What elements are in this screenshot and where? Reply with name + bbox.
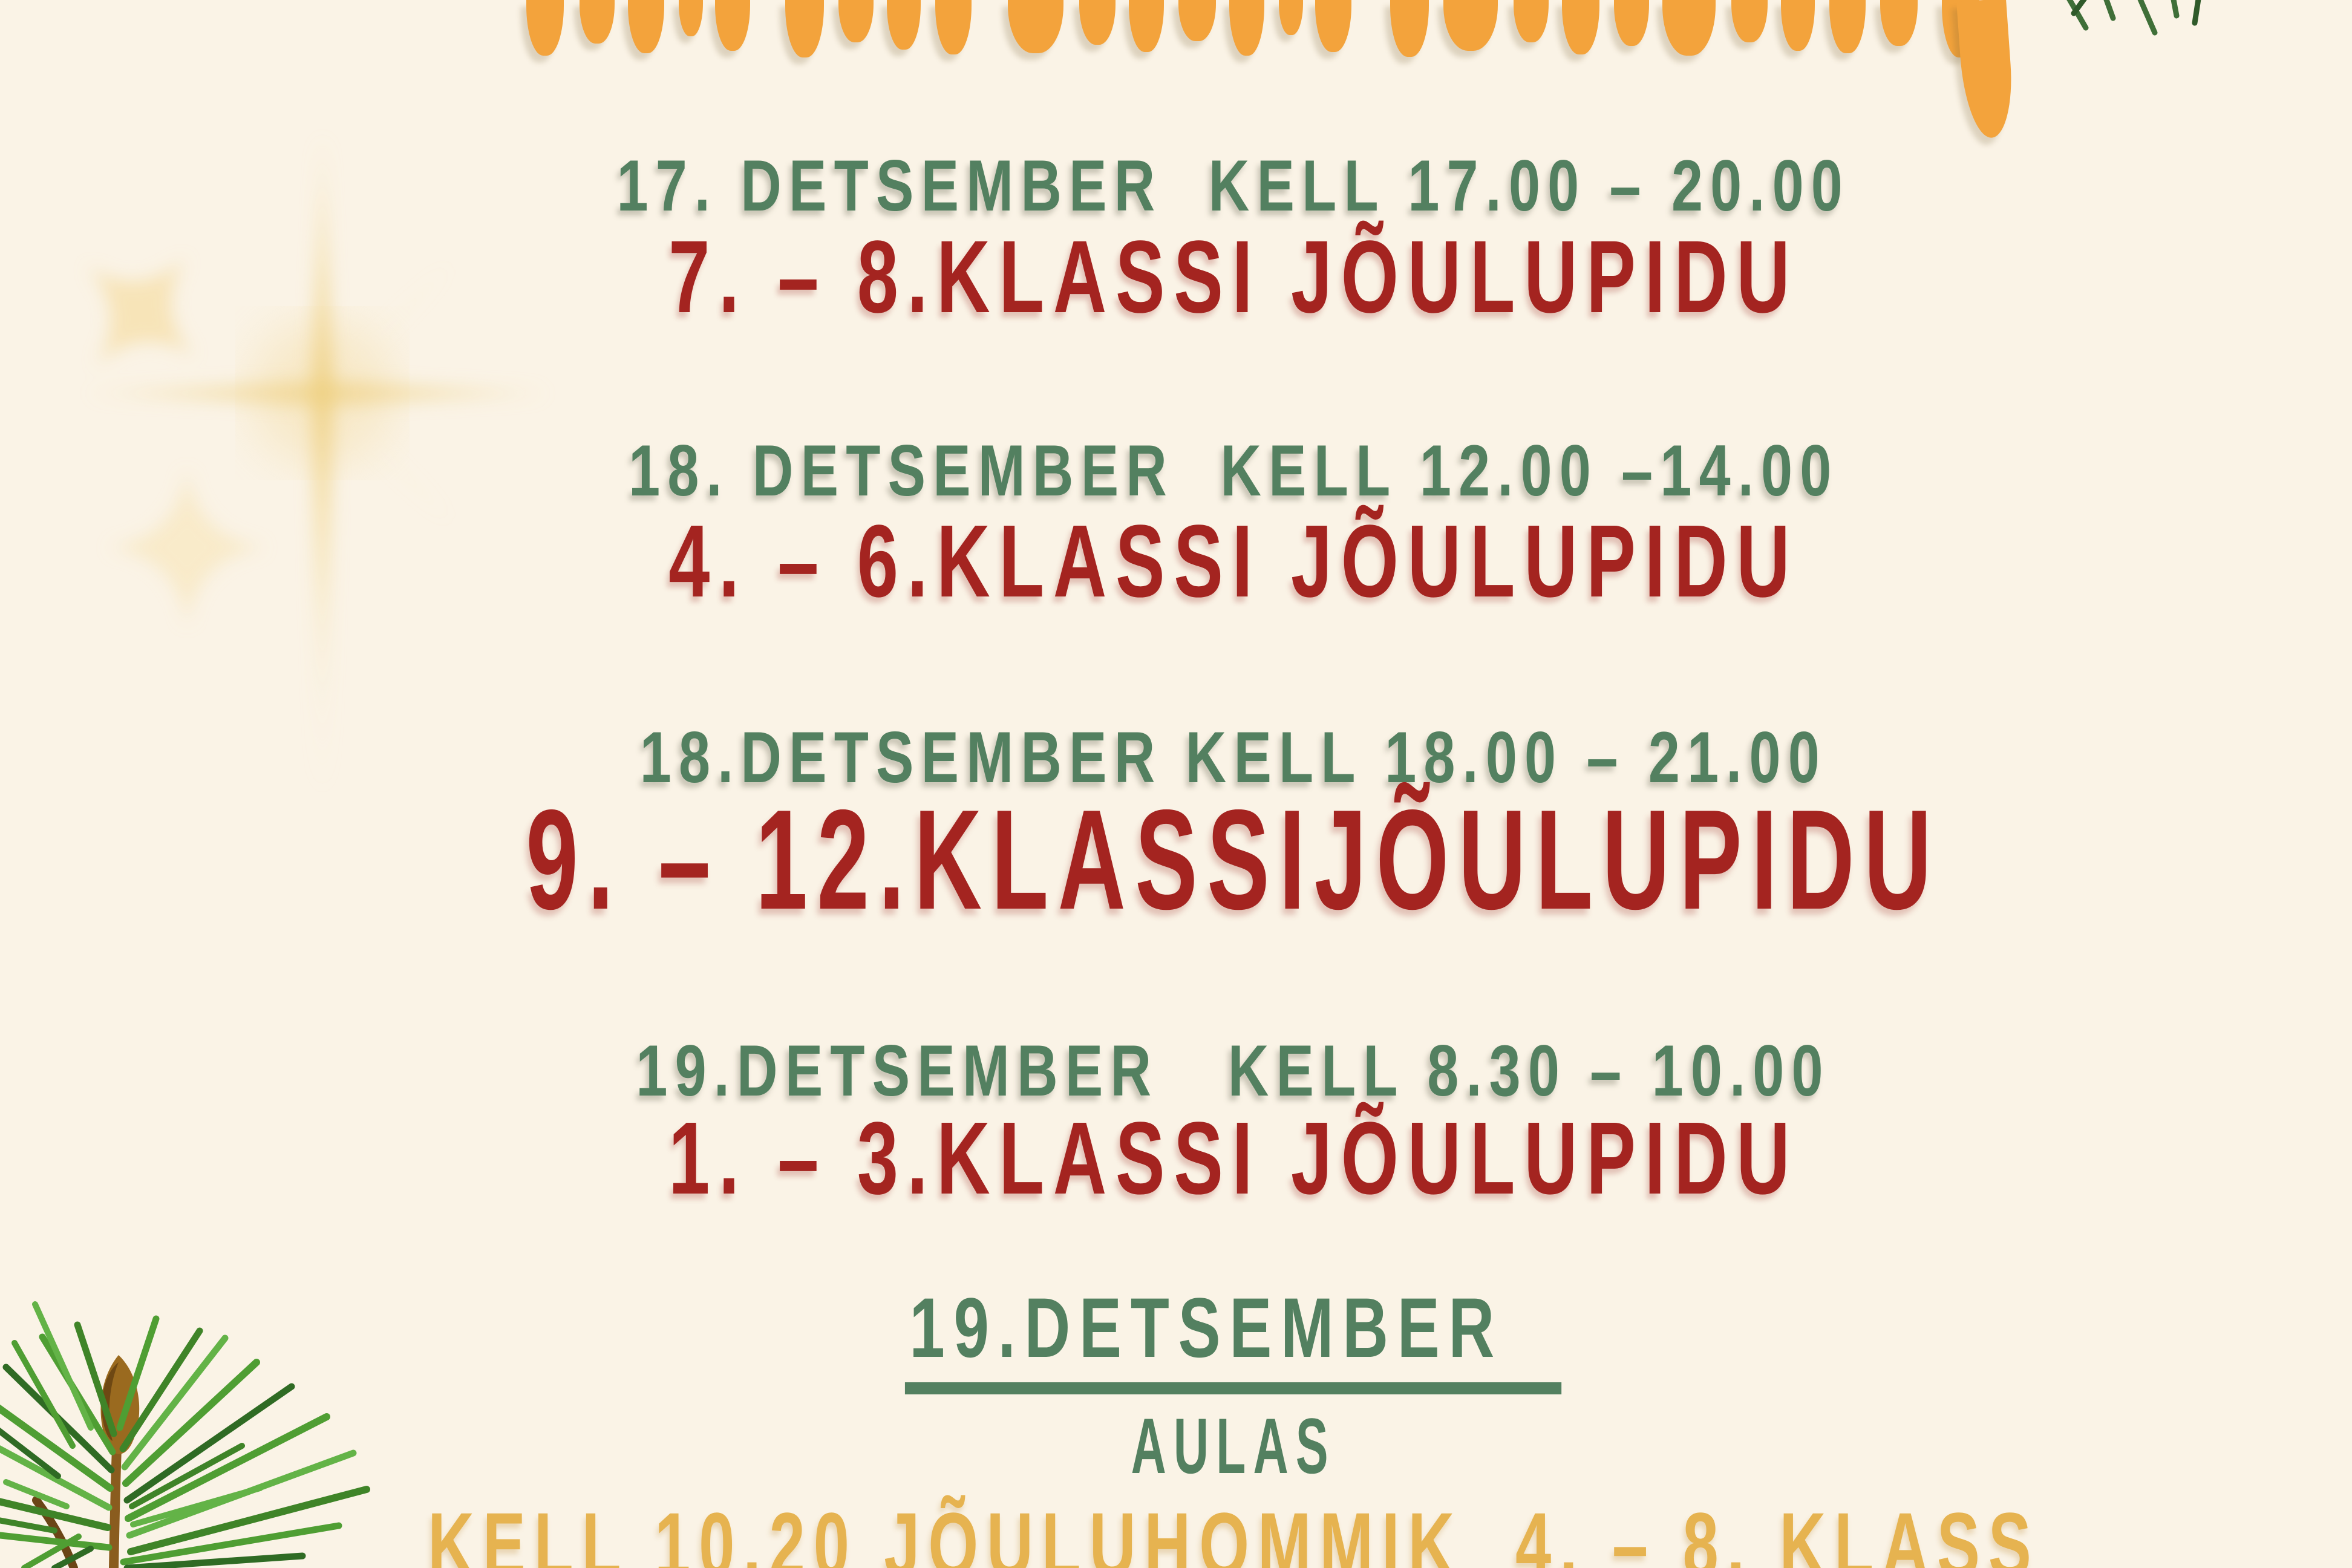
footer-detail: KELL 10.20 JÕULUHOMMIK 4. – 8. KLASS bbox=[427, 1494, 2040, 1568]
schedule-3-datetime: 18.DETSEMBER KELL 18.00 – 21.00 bbox=[639, 717, 1828, 798]
schedule-1-event: 7. – 8.KLASSI JÕULUPIDU bbox=[668, 220, 1799, 335]
cropped-title-decoration bbox=[526, 0, 1979, 145]
gold-star-sparkle-icon bbox=[87, 136, 547, 856]
footer-date-underlined: 19.DETSEMBER bbox=[0, 1285, 2352, 1394]
pine-branch-icon bbox=[0, 1301, 370, 1568]
schedule-2-event: 4. – 6.KLASSI JÕULUPIDU bbox=[668, 504, 1799, 619]
schedule-4-event: 1. – 3.KLASSI JÕULUPIDU bbox=[668, 1101, 1799, 1216]
schedule-2-datetime: 18. DETSEMBER KELL 12.00 –14.00 bbox=[628, 430, 1839, 511]
schedule-4-datetime: 19.DETSEMBER KELL 8.30 – 10.00 bbox=[636, 1030, 1831, 1111]
pine-needles-icon bbox=[2066, 0, 2201, 36]
schedule-1-datetime: 17. DETSEMBER KELL 17.00 – 20.00 bbox=[616, 145, 1851, 226]
footer-location: AULAS bbox=[1131, 1402, 1336, 1490]
schedule-3-event: 9. – 12.KLASSIJÕULUPIDU bbox=[526, 780, 1941, 939]
